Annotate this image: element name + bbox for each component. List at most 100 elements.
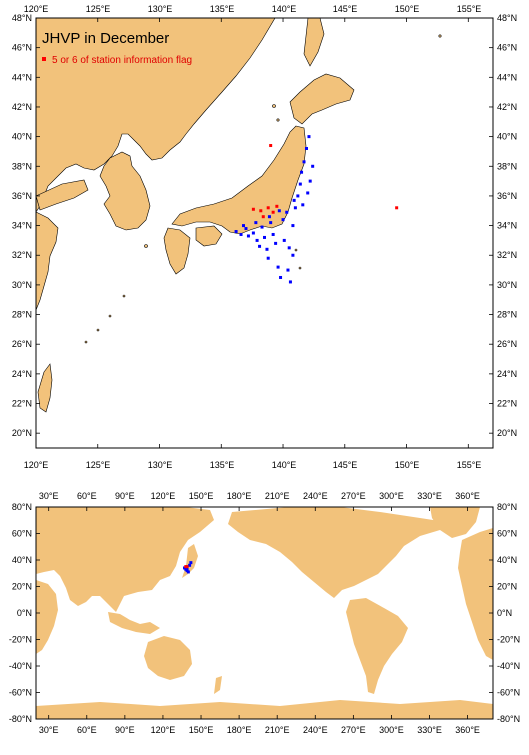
hokkaido <box>289 73 355 125</box>
top-lat-tick-right: 48°N <box>497 13 517 23</box>
world-lon-tick-top: 150°E <box>189 491 214 501</box>
world-lon-tick-top: 120°E <box>151 491 176 501</box>
top-stations-flagged <box>251 144 399 219</box>
world-lat-tick-right: -20°N <box>497 635 520 645</box>
world-lon-tick-bottom: 120°E <box>151 725 176 735</box>
world-tick-marks <box>36 506 493 720</box>
world-lat-tick-right: -40°N <box>497 661 520 671</box>
station-normal <box>269 221 273 225</box>
station-flagged <box>261 215 265 219</box>
world-lat-tick-left: 40°N <box>12 555 32 565</box>
bottom-map: 30°E 60°E 90°E 120°E 150°E 180°E 210°E 240°E 270… <box>9 491 520 735</box>
world-lon-tick-top: 90°E <box>115 491 135 501</box>
top-lon-tick: 155°E <box>457 4 482 14</box>
station-normal <box>265 247 269 251</box>
station-normal <box>258 244 262 248</box>
world-lat-ticks-left: -80°N -60°N -40°N -20°N 0°N 20°N 40°N 60°N 80°N <box>9 502 32 724</box>
station-normal <box>291 253 295 257</box>
station-normal <box>298 182 302 186</box>
top-lat-tick-left: 38°N <box>12 161 32 171</box>
top-lon-tick: 125°E <box>86 4 111 14</box>
top-tick-marks <box>35 17 493 448</box>
island-small <box>298 266 302 270</box>
top-lat-tick-right: 30°N <box>497 280 517 290</box>
world-lat-tick-right: 80°N <box>497 502 517 512</box>
island-small <box>96 328 100 332</box>
station-normal <box>288 280 292 284</box>
asian-mainland <box>35 17 276 213</box>
world-lon-tick-top: 300°E <box>379 491 404 501</box>
station-normal <box>188 563 192 567</box>
new-zealand <box>214 676 222 694</box>
world-lon-tick-bottom: 270°E <box>341 725 366 735</box>
world-lat-tick-left: -60°N <box>9 688 32 698</box>
bottom-lon-tick: 125°E <box>86 460 111 470</box>
station-normal <box>267 215 271 219</box>
top-lat-tick-right: 42°N <box>497 102 517 112</box>
world-lat-tick-left: 20°N <box>12 582 32 592</box>
top-lat-tick-left: 22°N <box>12 399 32 409</box>
station-normal <box>274 241 278 245</box>
australia <box>144 636 192 680</box>
world-lon-tick-bottom: 330°E <box>417 725 442 735</box>
shikoku <box>195 225 223 247</box>
world-lat-tick-left: 80°N <box>12 502 32 512</box>
station-normal <box>293 206 297 210</box>
top-lat-tick-right: 28°N <box>497 310 517 320</box>
station-normal <box>308 179 312 183</box>
top-map-ticks: 120°E 125°E 130°E 135°E 140°E 145°E 150°… <box>24 4 482 470</box>
world-lat-tick-right: 0°N <box>497 608 512 618</box>
island-small <box>144 244 148 248</box>
top-lon-tick: 120°E <box>24 4 49 14</box>
world-lon-ticks-bottom: 30°E 60°E 90°E 120°E 150°E 180°E 210°E 240°E 270… <box>39 725 480 735</box>
world-lon-tick-top: 360°E <box>455 491 480 501</box>
world-lat-tick-right: 60°N <box>497 529 517 539</box>
bottom-lon-tick: 130°E <box>148 460 173 470</box>
greenland <box>430 507 480 538</box>
top-lat-ticks-right: 20°N 22°N 24°N 26°N 28°N 30°N 32°N 34°N 36°N 38°N… <box>497 13 517 438</box>
station-flagged <box>251 207 255 211</box>
europe-africa-east <box>458 528 493 660</box>
bottom-lon-tick: 150°E <box>395 460 420 470</box>
station-flagged <box>185 565 189 569</box>
world-lon-tick-bottom: 240°E <box>303 725 328 735</box>
station-normal <box>276 265 280 269</box>
world-lat-tick-left: 0°N <box>17 608 32 618</box>
top-lat-tick-right: 26°N <box>497 339 517 349</box>
world-lat-tick-right: -60°N <box>497 688 520 698</box>
world-lon-tick-bottom: 150°E <box>189 725 214 735</box>
island-small <box>122 294 126 298</box>
top-lon-tick: 140°E <box>272 4 297 14</box>
world-lon-tick-top: 210°E <box>265 491 290 501</box>
world-lat-tick-left: -20°N <box>9 635 32 645</box>
station-normal <box>285 210 289 214</box>
station-normal <box>271 232 275 236</box>
top-map: JHVP in December 5 or 6 of station infor… <box>12 4 517 470</box>
world-lon-tick-top: 60°E <box>77 491 97 501</box>
world-map-land <box>36 507 493 719</box>
bottom-lon-tick: 135°E <box>210 460 235 470</box>
world-lon-tick-bottom: 30°E <box>39 725 59 735</box>
station-normal <box>306 191 310 195</box>
kyushu <box>163 227 191 275</box>
island-small <box>294 248 298 252</box>
world-lat-tick-left: -40°N <box>9 661 32 671</box>
top-lat-tick-right: 40°N <box>497 132 517 142</box>
island-small <box>272 104 276 108</box>
station-normal <box>292 198 296 202</box>
top-lat-tick-left: 30°N <box>12 280 32 290</box>
top-lat-tick-left: 20°N <box>12 428 32 438</box>
world-lat-tick-right: 20°N <box>497 582 517 592</box>
world-lon-tick-bottom: 60°E <box>77 725 97 735</box>
world-lat-tick-left: -80°N <box>9 714 32 724</box>
world-lat-tick-right: -80°N <box>497 714 520 724</box>
top-lat-tick-right: 36°N <box>497 191 517 201</box>
station-normal <box>186 570 190 574</box>
station-normal <box>291 224 295 228</box>
station-normal <box>255 238 259 242</box>
southeast-asia-islands <box>108 612 160 634</box>
station-normal <box>251 231 255 235</box>
top-lat-tick-left: 44°N <box>12 72 32 82</box>
world-lon-tick-bottom: 210°E <box>265 725 290 735</box>
bottom-lon-tick: 155°E <box>457 460 482 470</box>
